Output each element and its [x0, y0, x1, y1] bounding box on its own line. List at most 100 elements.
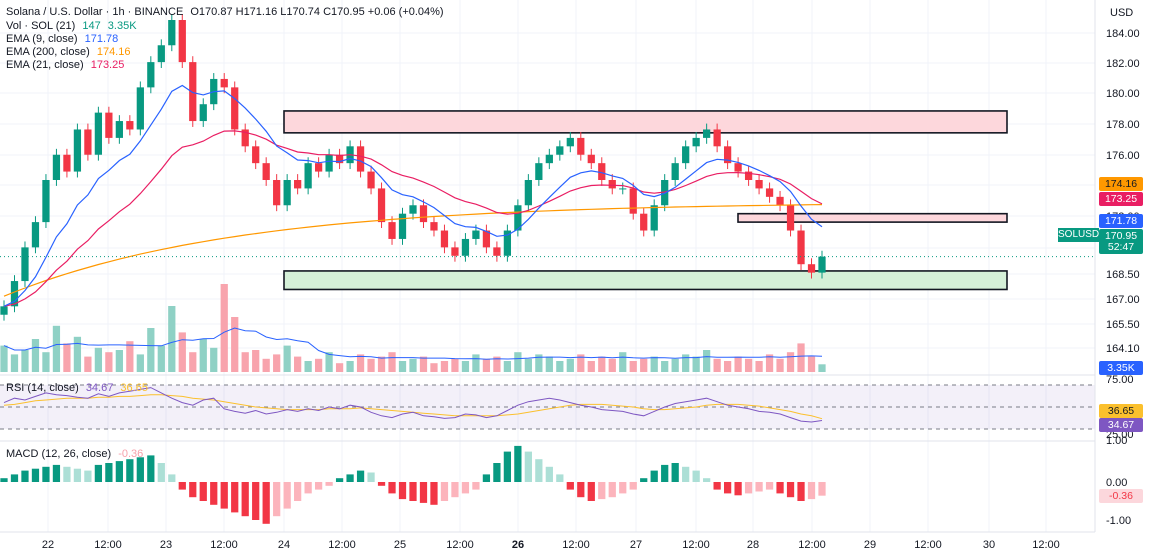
candle-body	[556, 146, 564, 155]
resistance-small-zone	[737, 212, 1008, 223]
ema21-legend[interactable]: EMA (21, close) 173.25	[6, 58, 124, 72]
rsi-tick-label: 75.00	[1106, 374, 1134, 386]
volume-bar	[42, 352, 50, 372]
macd-histogram-bar	[797, 482, 805, 501]
vol-legend[interactable]: Vol · SOL (21) 147 3.35K	[6, 19, 137, 33]
price-tick-label: 167.00	[1106, 294, 1140, 306]
candle-body	[398, 213, 407, 239]
macd-histogram-bar	[42, 466, 50, 482]
ohlc-close: C170.95	[323, 6, 365, 18]
volume-bar	[598, 356, 606, 372]
volume-bar	[692, 356, 700, 372]
candle-body	[126, 121, 134, 130]
macd-histogram-bar	[377, 482, 386, 486]
rsi-legend[interactable]: RSI (14, close) 34.67 36.65	[6, 381, 148, 395]
candle-body	[524, 180, 532, 206]
price-tick-label: 178.00	[1106, 119, 1140, 131]
countdown-badge: 52:47	[1099, 240, 1143, 254]
macd-histogram-bar	[755, 482, 763, 492]
macd-histogram-bar	[10, 474, 19, 482]
ema9-label: EMA (9, close)	[6, 33, 78, 45]
volume-bar	[818, 364, 826, 372]
zones	[283, 110, 1008, 291]
ema21-label: EMA (21, close)	[6, 59, 84, 71]
candle-body	[703, 129, 711, 138]
volume-bar	[262, 358, 270, 372]
candle-body	[807, 264, 816, 273]
macd-histogram-bar	[115, 461, 123, 482]
macd-histogram-bar	[199, 482, 207, 501]
volume-bar	[807, 356, 816, 372]
volume-bar	[147, 328, 155, 372]
macd-histogram-bar	[157, 463, 165, 482]
price-badge: 170.95	[1099, 229, 1143, 243]
x-tick-label: 12:00	[328, 539, 356, 551]
macd-histogram-bar	[220, 482, 228, 509]
volume-bar	[482, 358, 491, 372]
candle-body	[147, 62, 155, 88]
candle-body	[252, 146, 260, 164]
macd-histogram-bar	[0, 478, 8, 482]
ema9-legend[interactable]: EMA (9, close) 171.78	[6, 32, 118, 46]
volume-bar	[629, 361, 637, 372]
macd-histogram-bar	[210, 482, 218, 505]
volume-bar	[545, 356, 553, 372]
volume-bar	[535, 354, 543, 372]
candle-body	[10, 281, 19, 307]
candle-body	[273, 180, 281, 206]
candle-body	[472, 230, 480, 239]
macd-legend[interactable]: MACD (12, 26, close) -0.36	[6, 447, 143, 461]
macd-histogram-bar	[168, 474, 176, 482]
volume-bar	[503, 361, 512, 372]
volume-bar	[703, 350, 711, 372]
x-tick-label: 12:00	[798, 539, 826, 551]
volume-bar	[304, 361, 312, 372]
volume-bar	[0, 345, 8, 372]
volume-bar	[21, 350, 29, 372]
macd-histogram-bar	[136, 457, 144, 482]
candle-body	[419, 205, 428, 223]
candle-body	[63, 154, 71, 172]
candle-body	[115, 121, 123, 138]
candle-body	[765, 188, 774, 197]
candle-body	[440, 230, 449, 248]
macd-histogram-bar	[273, 482, 281, 517]
volume-bar	[451, 358, 459, 372]
macd-histogram-bar	[84, 470, 92, 482]
candle-body	[84, 129, 92, 155]
volume-bar	[514, 352, 522, 372]
candle-body	[304, 163, 312, 189]
symbol-badge[interactable]: SOLUSD	[1058, 228, 1100, 242]
candle-body	[430, 222, 438, 231]
volume-bar	[619, 352, 627, 372]
macd-histogram-bar	[535, 459, 543, 482]
candle-body	[608, 180, 616, 189]
ema200-line	[3, 204, 823, 297]
candle-body	[231, 87, 239, 130]
ema9-value: 171.78	[84, 33, 119, 45]
vol-label: Vol · SOL (21)	[6, 20, 76, 32]
macd-histogram-bar	[629, 482, 637, 490]
candle-body	[241, 129, 249, 147]
macd-histogram-bar	[545, 466, 553, 482]
x-tick-label: 12:00	[562, 539, 590, 551]
volume-bar	[10, 354, 19, 372]
price-tick-label: 180.00	[1106, 88, 1140, 100]
ema21-badge: 173.25	[1099, 192, 1143, 206]
candle-body	[786, 205, 795, 231]
x-tick-label: 12:00	[682, 539, 710, 551]
change-value: +0.06 (+0.04%)	[367, 6, 444, 18]
candle-body	[356, 146, 365, 172]
macd-histogram-bar	[723, 482, 732, 494]
macd-histogram-bar	[335, 478, 344, 482]
macd-value: -0.36	[118, 448, 144, 460]
macd-histogram-bar	[94, 464, 103, 482]
macd-histogram-bar	[283, 482, 291, 509]
symbol-title: Solana / U.S. Dollar · 1h · BINANCE	[6, 6, 184, 18]
ema200-legend[interactable]: EMA (200, close) 174.16	[6, 45, 130, 59]
volume-bar	[210, 347, 218, 372]
volume-badge: 3.35K	[1099, 361, 1143, 375]
volume-bar	[63, 343, 71, 372]
currency-unit[interactable]: USD	[1110, 7, 1134, 19]
